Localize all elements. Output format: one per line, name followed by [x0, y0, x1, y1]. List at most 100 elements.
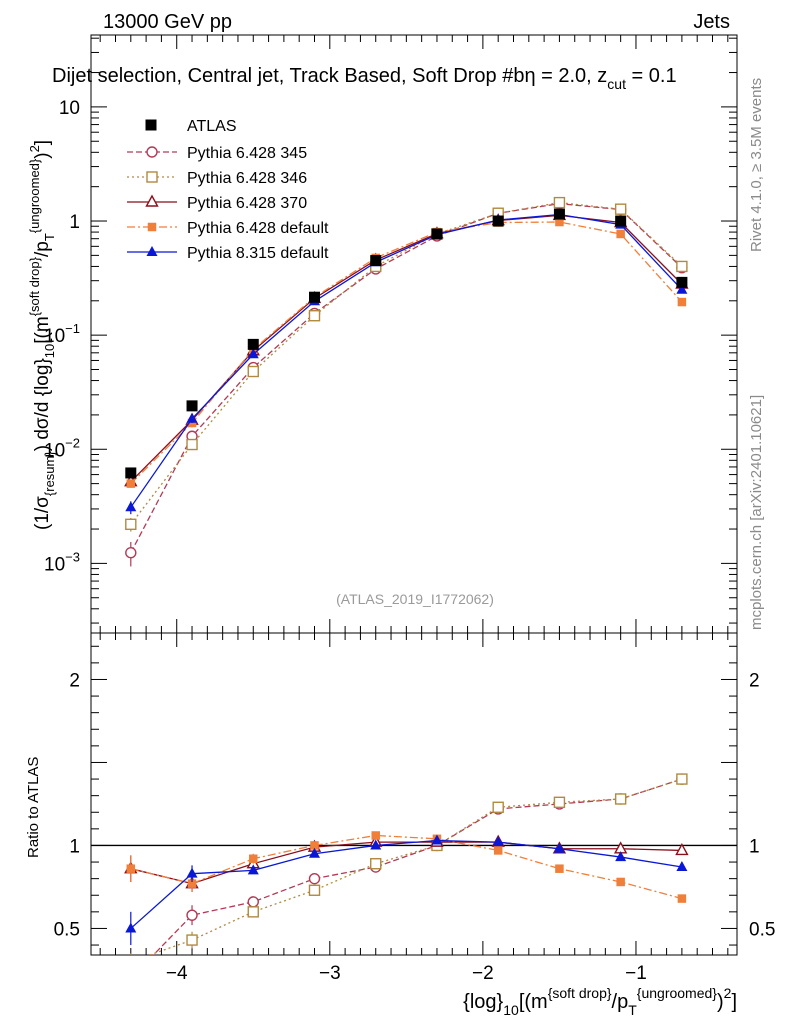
ratio-point — [370, 858, 382, 870]
series-point — [614, 203, 627, 215]
x-tick-label: −1 — [625, 963, 647, 984]
ratio-series-line — [147, 778, 683, 955]
ratio-point — [247, 896, 259, 908]
series-line — [130, 202, 683, 554]
ratio-point — [370, 839, 382, 850]
ratio-point — [371, 831, 380, 840]
ratio-series-line — [130, 841, 682, 885]
series-point — [676, 260, 688, 273]
series-point — [125, 547, 137, 559]
atlas-data-point — [676, 276, 688, 288]
ratio-point — [247, 906, 259, 918]
ratio-point — [186, 934, 198, 946]
legend-label: Pythia 8.315 default — [187, 245, 329, 262]
y-tick-label: 10−2 — [44, 435, 80, 461]
legend-marker — [146, 171, 158, 183]
ratio-point — [431, 834, 443, 845]
category-label: Jets — [693, 11, 730, 33]
series-layer — [124, 196, 689, 567]
ratio-point — [247, 864, 259, 875]
series-point — [247, 365, 259, 378]
ratio-point — [126, 864, 136, 873]
legend: ATLAS Pythia 6.428 345 Pythia 6.428 346 Pyt… — [127, 118, 329, 262]
legend-label: Pythia 6.428 346 — [187, 170, 307, 187]
main-y-axis-label: (1/σ{resum}) dσ/d {log}10[(m{soft drop}/… — [27, 140, 57, 530]
series-line — [130, 201, 683, 525]
legend-marker — [147, 222, 157, 232]
ratio-plot-frame — [90, 632, 738, 956]
legend-label: Pythia 6.428 default — [187, 220, 329, 237]
ratio-y-tick-label: 2 — [69, 670, 80, 691]
ratio-point — [186, 867, 198, 878]
legend-label: ATLAS — [187, 118, 237, 135]
ratio-y-tick-label-right: 2 — [749, 670, 760, 691]
ratio-y-tick-label-right: 0.5 — [749, 919, 775, 940]
ratio-point — [492, 836, 504, 847]
atlas-data-point — [370, 255, 382, 267]
ratio-point — [186, 909, 198, 921]
ratio-point — [308, 872, 321, 885]
ratio-y-tick-label-right: 1 — [749, 836, 760, 857]
ratio-point — [493, 846, 503, 855]
ratio-y-tick-label: 0.5 — [54, 919, 80, 940]
ratio-point — [616, 877, 625, 887]
y-tick-label: 10−1 — [44, 321, 80, 347]
legend-marker — [146, 246, 158, 256]
ratio-point — [126, 957, 136, 967]
x-tick-label: −2 — [472, 963, 494, 984]
series-point — [186, 412, 198, 423]
ratio-point — [553, 842, 565, 853]
legend-label: Pythia 6.428 345 — [187, 145, 307, 162]
axis-ticks: −4 −3 −2 −1 10 1 10−1 10−2 10−3 2 2 1 1 0.5 0.5 — [44, 35, 775, 984]
ratio-y-axis-label: Ratio to ATLAS — [25, 757, 42, 858]
y-tick-label: 10 — [59, 98, 80, 119]
legend-marker — [145, 119, 157, 131]
series-point — [126, 479, 136, 488]
ratio-point — [492, 801, 504, 813]
ratio-series-layer — [124, 773, 689, 983]
atlas-data-point — [431, 228, 443, 240]
series-point — [553, 196, 566, 209]
ratio-point — [310, 841, 319, 850]
series-point — [186, 438, 198, 451]
atlas-data-point — [615, 215, 627, 227]
atlas-data-point — [247, 338, 259, 350]
series-line — [130, 213, 683, 508]
ratio-point — [675, 842, 689, 856]
energy-label: 13000 GeV pp — [103, 11, 232, 33]
ratio-point — [676, 861, 688, 872]
ratio-series-line — [130, 839, 682, 929]
series-point — [555, 217, 564, 227]
ratio-point — [308, 884, 321, 896]
y-tick-label: 1 — [69, 212, 80, 233]
ratio-point — [615, 851, 627, 862]
series-point — [247, 348, 259, 359]
ratio-point — [308, 847, 320, 858]
series-point — [125, 518, 137, 531]
series-point — [308, 310, 321, 322]
ratio-point — [555, 864, 564, 873]
atlas-data-point — [308, 291, 320, 303]
ratio-point — [249, 854, 258, 863]
ratio-series-line — [130, 834, 683, 900]
series-point — [125, 501, 137, 512]
ratio-y-tick-label: 1 — [69, 836, 80, 857]
ratio-point — [614, 793, 627, 805]
ratio-point — [553, 796, 566, 808]
atlas-data-point — [186, 400, 198, 412]
ratio-point — [187, 879, 197, 888]
ratio-point — [676, 773, 688, 785]
series-point — [616, 229, 625, 239]
ratio-point — [677, 894, 687, 903]
atlas-data-point — [125, 467, 137, 479]
analysis-id: (ATLAS_2019_I1772062) — [336, 591, 494, 607]
ratio-series-line — [152, 778, 683, 955]
legend-label: Pythia 6.428 370 — [187, 195, 307, 212]
atlas-data-point — [492, 215, 504, 227]
y-tick-label: 10−3 — [44, 549, 80, 575]
series-point — [677, 297, 687, 307]
ratio-point — [126, 973, 136, 983]
x-axis-label: {log}10[(m{soft drop}/pT{ungroomed})2] — [463, 985, 737, 1018]
plot-title: Dijet selection, Central jet, Track Base… — [52, 65, 677, 92]
